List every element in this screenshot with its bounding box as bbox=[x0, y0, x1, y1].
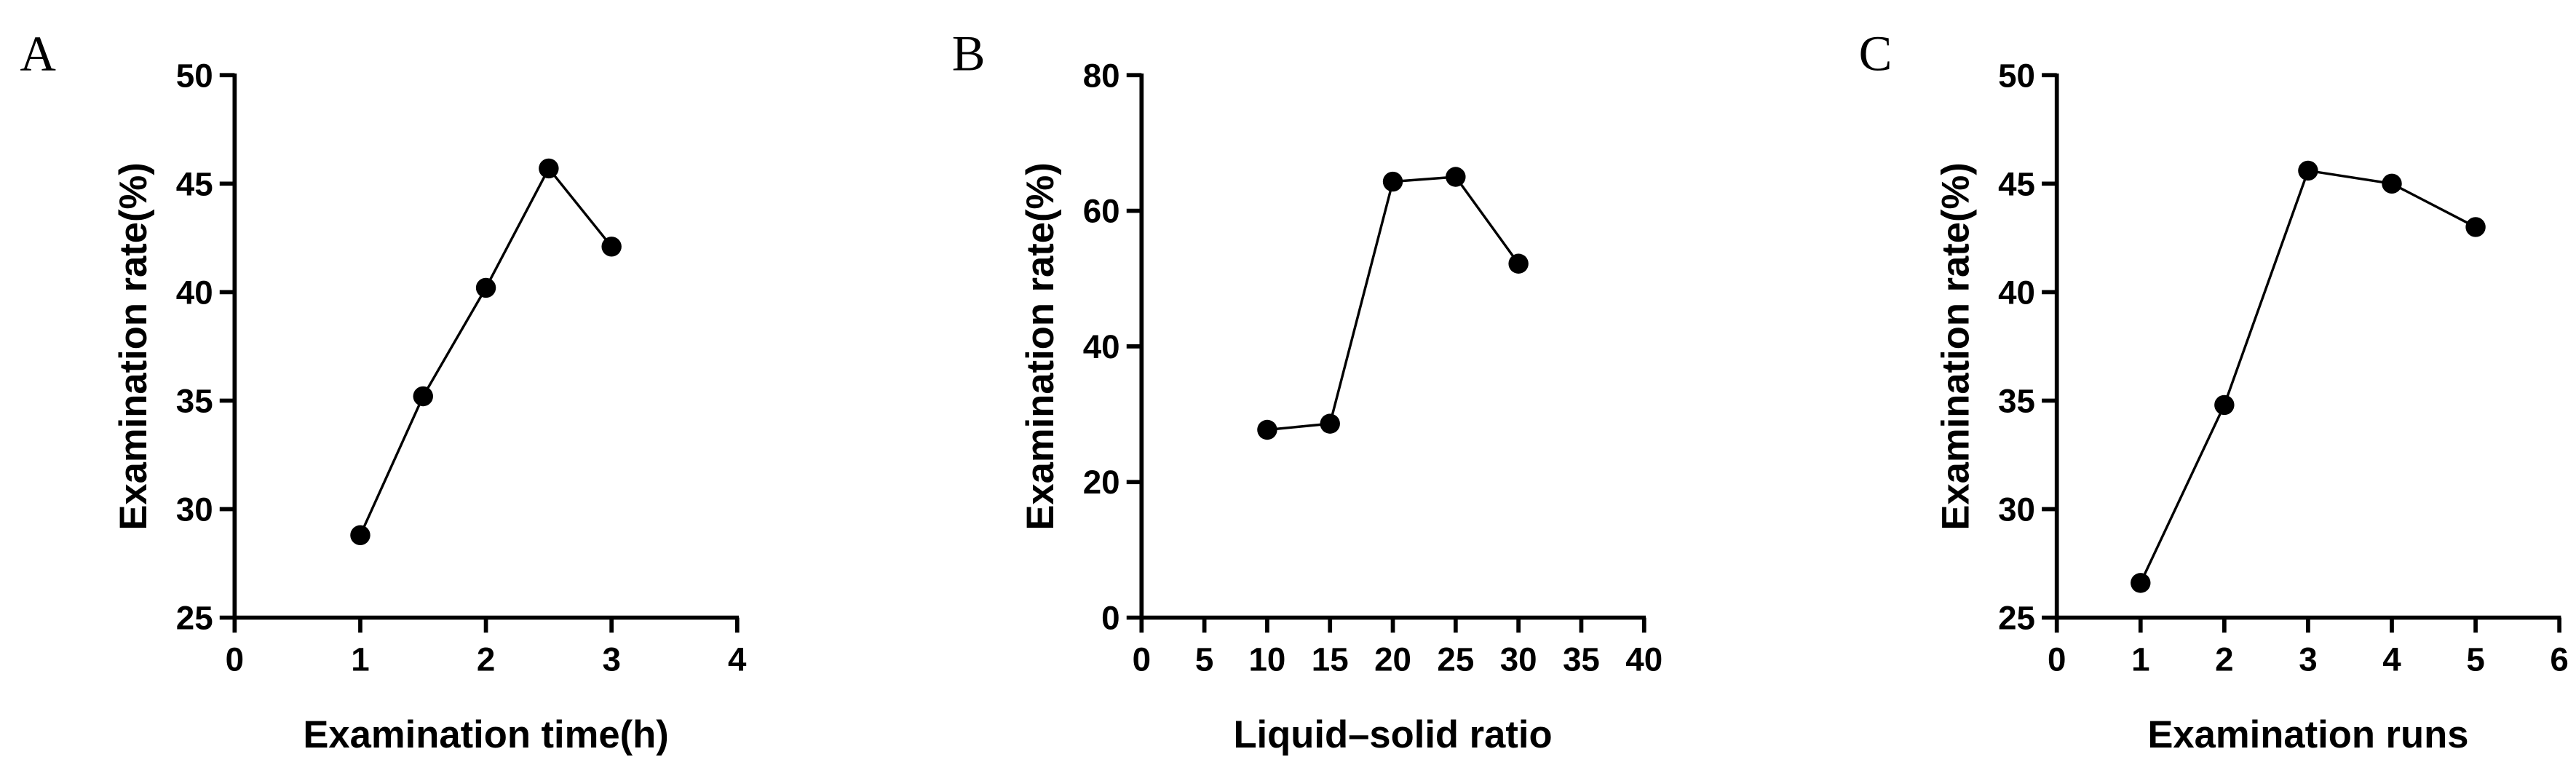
data-point bbox=[539, 158, 559, 179]
data-point bbox=[2298, 160, 2318, 181]
data-point bbox=[2382, 173, 2402, 194]
y-tick-label: 60 bbox=[1083, 193, 1120, 230]
x-axis-title: Liquid–solid ratio bbox=[1233, 713, 1552, 756]
x-tick-label: 15 bbox=[1312, 641, 1349, 678]
data-point bbox=[1446, 167, 1466, 187]
x-tick-label: 1 bbox=[2131, 641, 2149, 678]
y-tick-label: 20 bbox=[1083, 464, 1120, 501]
y-axis-title: Examination rate(%) bbox=[112, 162, 155, 530]
x-tick-label: 35 bbox=[1563, 641, 1600, 678]
data-line bbox=[359, 166, 613, 536]
data-point bbox=[1382, 171, 1403, 192]
y-tick-label: 25 bbox=[176, 600, 213, 637]
data-point bbox=[2465, 217, 2486, 237]
data-point bbox=[2214, 395, 2235, 416]
x-tick-label: 1 bbox=[351, 641, 369, 678]
y-tick-label: 50 bbox=[176, 57, 213, 94]
y-tick-label: 45 bbox=[176, 165, 213, 202]
y-tick-label: 50 bbox=[1998, 57, 2035, 94]
data-point bbox=[1320, 413, 1340, 434]
data-point bbox=[2131, 573, 2151, 593]
y-tick-label: 80 bbox=[1083, 57, 1120, 94]
y-tick-label: 25 bbox=[1998, 600, 2035, 637]
x-tick-label: 5 bbox=[2466, 641, 2484, 678]
x-axis-title: Examination runs bbox=[2147, 713, 2468, 756]
x-tick-label: 40 bbox=[1625, 641, 1662, 678]
x-tick-label: 20 bbox=[1374, 641, 1411, 678]
y-tick-label: 0 bbox=[1101, 600, 1119, 637]
x-tick-label: 0 bbox=[226, 641, 244, 678]
x-tick-label: 2 bbox=[477, 641, 495, 678]
data-point bbox=[601, 237, 622, 257]
y-tick-label: 40 bbox=[1083, 328, 1120, 365]
y-tick-label: 40 bbox=[1998, 274, 2035, 311]
y-tick-label: 35 bbox=[176, 382, 213, 419]
x-axis-title: Examination time(h) bbox=[303, 713, 668, 756]
data-line bbox=[1267, 175, 1520, 432]
x-tick-label: 30 bbox=[1500, 641, 1537, 678]
data-point bbox=[1257, 419, 1277, 440]
x-tick-label: 0 bbox=[2048, 641, 2066, 678]
y-axis-title: Examination rate(%) bbox=[1935, 162, 1978, 530]
x-tick-label: 5 bbox=[1195, 641, 1213, 678]
x-tick-label: 4 bbox=[728, 641, 747, 678]
x-tick-label: 10 bbox=[1248, 641, 1285, 678]
data-point bbox=[413, 386, 433, 407]
panel-label: A bbox=[20, 25, 56, 81]
y-tick-label: 40 bbox=[176, 274, 213, 311]
x-tick-label: 0 bbox=[1133, 641, 1151, 678]
x-tick-label: 6 bbox=[2550, 641, 2568, 678]
data-point bbox=[1508, 253, 1529, 274]
y-tick-label: 35 bbox=[1998, 382, 2035, 419]
panel-label: C bbox=[1859, 25, 1893, 81]
x-tick-label: 25 bbox=[1437, 641, 1474, 678]
data-point bbox=[475, 277, 496, 298]
y-tick-label: 30 bbox=[176, 491, 213, 528]
x-tick-label: 3 bbox=[2299, 641, 2317, 678]
x-tick-label: 3 bbox=[602, 641, 620, 678]
panel-label: B bbox=[952, 25, 986, 81]
y-tick-label: 30 bbox=[1998, 491, 2035, 528]
y-tick-label: 45 bbox=[1998, 165, 2035, 202]
y-axis-title: Examination rate(%) bbox=[1019, 162, 1062, 530]
data-line bbox=[2139, 169, 2476, 584]
data-point bbox=[350, 525, 370, 545]
x-tick-label: 4 bbox=[2382, 641, 2401, 678]
x-tick-label: 2 bbox=[2215, 641, 2233, 678]
